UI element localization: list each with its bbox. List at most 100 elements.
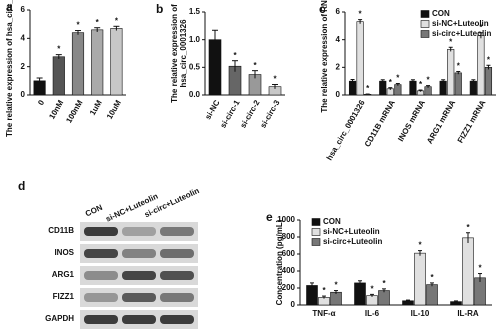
y-tick-label: 400 <box>282 266 296 275</box>
panel-label: d <box>18 179 25 193</box>
significance: * <box>359 10 363 19</box>
blot-panel: d CON si-NC+Luteolin si-circ+Luteolin <box>18 179 201 224</box>
panel-label: c <box>319 2 326 16</box>
legend-label: CON <box>323 217 341 226</box>
bar <box>379 80 387 96</box>
panel-label: e <box>266 210 273 224</box>
blot-band <box>84 227 118 236</box>
legend-label: CON <box>432 9 450 18</box>
y-tick-label: 800 <box>282 232 296 241</box>
blot-band <box>84 293 118 302</box>
significance: * <box>389 78 393 87</box>
x-tick-label: si-circ-3 <box>258 98 281 130</box>
x-tick-label: 0 <box>36 98 46 107</box>
blot-band <box>160 271 194 280</box>
y-axis-label: The relative expression of RNA <box>320 0 329 113</box>
bar <box>469 80 477 96</box>
bar <box>110 28 123 96</box>
y-tick-label: 0 <box>336 90 341 99</box>
bar <box>71 32 85 96</box>
bar <box>394 84 402 96</box>
blot-band <box>122 227 156 236</box>
legend-swatch <box>311 238 321 246</box>
y-tick-label: 4 <box>336 35 341 44</box>
significance: * <box>426 76 430 85</box>
x-tick-label: IL-10 <box>411 309 430 318</box>
significance: * <box>233 51 237 60</box>
significance: * <box>430 273 434 282</box>
y-axis-label: hsa_circ_0001326 <box>179 19 188 88</box>
significance: * <box>366 84 370 93</box>
significance: * <box>57 45 61 54</box>
significance: * <box>322 286 326 295</box>
significance: * <box>370 284 374 293</box>
blot-band <box>84 249 118 258</box>
blot-band <box>160 227 194 236</box>
bar <box>378 290 390 306</box>
x-tick-label: hsa_circ_0001326 <box>325 98 367 162</box>
significance: * <box>419 80 423 89</box>
row-label: GAPDH <box>45 314 74 323</box>
blot-band <box>160 293 194 302</box>
y-tick-label: 6 <box>336 7 341 16</box>
y-axis-label: Concentration (pg/mL) <box>275 219 284 305</box>
significance: * <box>479 23 483 32</box>
panel-label: a <box>6 0 13 14</box>
y-tick-label: 600 <box>282 249 296 258</box>
bar <box>409 80 417 96</box>
x-tick-label: FIZZ1 mRNA <box>456 98 488 144</box>
legend-swatch <box>311 228 321 236</box>
panel-label: b <box>156 2 163 16</box>
x-tick-label: si-NC <box>203 98 221 121</box>
blot-band <box>160 315 194 324</box>
significance: * <box>449 37 453 46</box>
y-tick-label: 2 <box>336 62 341 71</box>
blot-band <box>122 249 156 258</box>
y-tick-label: 0 <box>21 90 26 99</box>
row-label: ARG1 <box>52 270 75 279</box>
x-tick-label: 1uM <box>88 98 104 117</box>
bar <box>366 295 378 306</box>
y-tick-label: 2 <box>21 62 26 71</box>
blot-band <box>122 315 156 324</box>
legend-label: si-NC+Luteolin <box>432 19 489 28</box>
row-label: FIZZ1 <box>53 292 75 301</box>
legend-swatch <box>311 218 321 226</box>
bar <box>414 252 426 306</box>
y-tick-label: 1.0 <box>189 35 201 44</box>
y-tick-label: 0.5 <box>189 62 201 71</box>
legend-swatch <box>420 10 430 18</box>
x-tick-label: ARG1 mRNA <box>425 98 457 145</box>
legend-label: si-circ+Luteolin <box>323 237 382 246</box>
legend-swatch <box>420 30 430 38</box>
y-tick-label: 200 <box>282 283 296 292</box>
bar <box>477 35 485 96</box>
bar <box>356 21 364 96</box>
x-tick-label: INOS mRNA <box>396 98 427 143</box>
significance: * <box>457 62 461 71</box>
significance: * <box>115 16 119 25</box>
bar <box>439 80 447 96</box>
x-tick-label: 100nM <box>64 98 84 124</box>
x-tick-label: IL-RA <box>457 309 479 318</box>
bar <box>424 86 432 96</box>
bar <box>330 291 342 306</box>
significance: * <box>466 223 470 232</box>
x-tick-label: TNF-α <box>312 309 335 318</box>
y-tick-label: 4 <box>21 33 26 42</box>
significance: * <box>273 75 277 84</box>
bar <box>52 56 65 96</box>
legend-swatch <box>420 20 430 28</box>
blot-band <box>84 315 118 324</box>
bar <box>354 282 366 306</box>
bar <box>306 285 318 306</box>
row-label: INOS <box>54 248 74 257</box>
x-tick-label: IL-6 <box>365 309 380 318</box>
significance: * <box>478 264 482 273</box>
blot-band <box>122 293 156 302</box>
bar <box>462 237 474 306</box>
y-tick-label: 6 <box>21 5 26 14</box>
bar <box>484 67 493 96</box>
legend-label: si-NC+Luteolin <box>323 227 380 236</box>
